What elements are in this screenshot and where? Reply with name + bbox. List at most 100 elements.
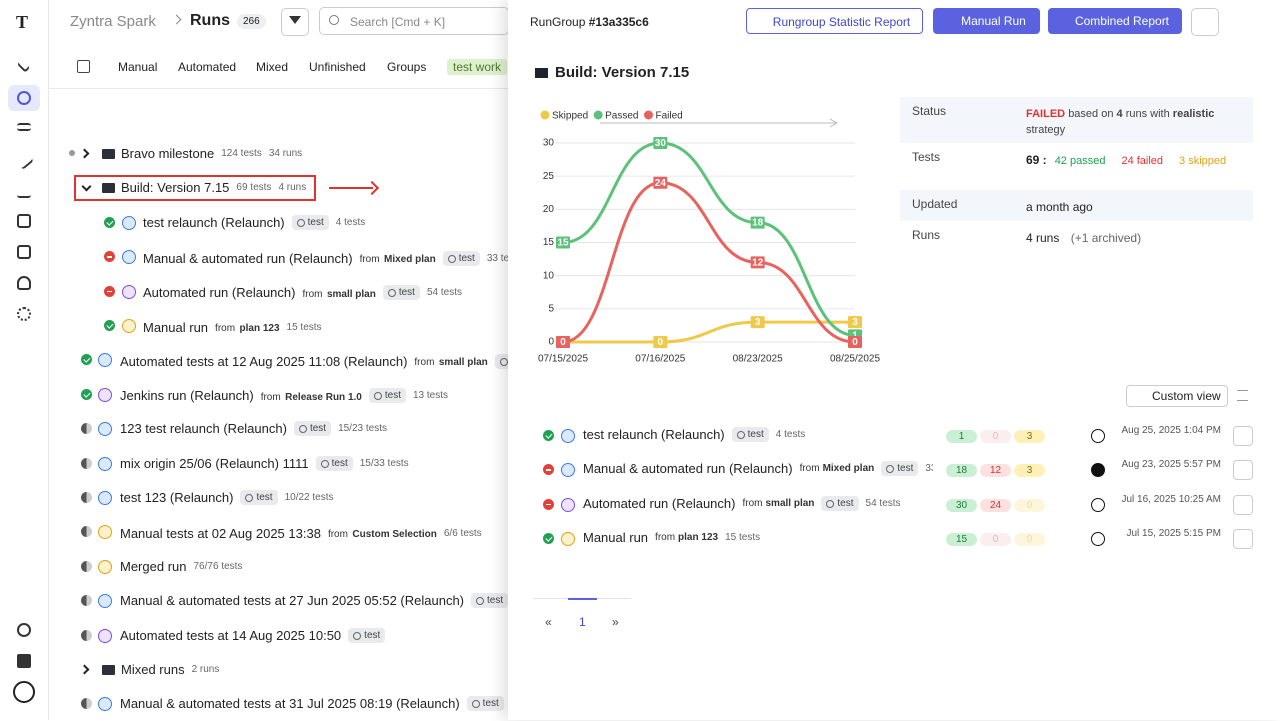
tree-row[interactable]: Manual run from plan 123 15 tests (49, 309, 508, 343)
tree-row[interactable]: test relaunch (Relaunch) test 4 tests (49, 206, 508, 240)
check (82, 356, 90, 363)
row-content: Build: Version 7.15 69 tests 4 runs (121, 180, 306, 195)
custom-view[interactable]: Custom view (1126, 385, 1228, 407)
chevron (79, 664, 90, 675)
pager-item[interactable]: 1 (579, 615, 586, 629)
tree-row[interactable]: Manual & automated tests at 27 Jun 2025 … (49, 584, 509, 618)
tree-row[interactable]: mix origin 25/06 (Relaunch) 1111 test 15/3… (49, 447, 508, 481)
nav-icon[interactable] (14, 150, 34, 170)
tree-row[interactable]: Automated run (Relaunch) from small plan t… (49, 275, 508, 309)
tab[interactable]: Mixed (256, 60, 289, 74)
count-pill: 3 (1014, 464, 1045, 478)
row-menu[interactable] (1233, 460, 1253, 481)
tree-row[interactable]: Automated tests at 14 Aug 2025 10:50 test (49, 619, 508, 653)
date: Jul 15, 2025 5:15 PM (1126, 527, 1221, 539)
nav-icon[interactable] (17, 623, 31, 637)
status-icon (81, 457, 92, 469)
tests: 15/23 tests (338, 423, 387, 435)
nav-icon[interactable] (17, 307, 31, 321)
close[interactable] (487, 10, 507, 30)
run-row[interactable]: Manual & automated run (Relaunch) from Mix… (583, 461, 933, 477)
avatar[interactable] (13, 681, 35, 703)
close-button[interactable] (1235, 14, 1249, 28)
folder-icon (102, 149, 115, 159)
run-row[interactable]: Manual run from plan 123 15 tests (583, 530, 933, 545)
tag: test (466, 696, 504, 712)
tag: test (382, 285, 420, 301)
legend-marker (540, 110, 550, 120)
run-name: Jenkins run (Relaunch) (120, 388, 254, 404)
run-name: Build: Version 7.15 (121, 180, 230, 196)
status-icon (81, 423, 92, 435)
type-icon (98, 491, 112, 505)
tree-row[interactable]: Merged run 76/76 tests (49, 550, 508, 584)
nav-icon[interactable] (17, 654, 31, 668)
row-menu[interactable] (1233, 426, 1253, 446)
nav-icon[interactable] (16, 59, 31, 73)
tag: test (368, 388, 406, 404)
run-name: Automated run (Relaunch) (583, 495, 736, 511)
chevron (79, 148, 90, 159)
tab[interactable]: Automated (178, 60, 237, 74)
tab[interactable]: Unfinished (309, 60, 366, 74)
tree-row[interactable]: Automated tests at 12 Aug 2025 11:08 (Re… (49, 343, 532, 377)
strategy: realistic (1172, 108, 1215, 120)
run-row[interactable]: Automated run (Relaunch) from small plan te… (583, 495, 933, 511)
tab[interactable]: Groups (387, 60, 427, 74)
tests: 124 tests (221, 148, 262, 159)
failed: 24 failed (1121, 155, 1164, 167)
data-label: 15 (557, 238, 569, 249)
settings-icon[interactable] (1237, 390, 1248, 401)
tests-value: 69 : 42 passed 24 failed 3 skipped (1026, 152, 1256, 169)
count-pill: 12 (980, 464, 1011, 478)
run-name: test 123 (Relaunch) (120, 490, 234, 505)
nav-icon[interactable] (17, 184, 31, 198)
tree-row[interactable]: Bravo milestone 124 tests 34 runs (49, 137, 508, 171)
arrow-line (329, 187, 373, 190)
y-tick-label: 20 (543, 204, 555, 215)
tests: 54 tests (865, 497, 901, 509)
pager-item[interactable]: « (545, 615, 552, 629)
nav-icon[interactable] (17, 123, 31, 131)
tree-row[interactable]: Manual tests at 02 Aug 2025 13:38 from Cu… (49, 515, 508, 549)
state: FAILED (1026, 108, 1066, 120)
tabs-icon[interactable] (77, 60, 90, 73)
y-tick-label: 30 (543, 138, 555, 149)
pager-item[interactable]: » (612, 615, 619, 629)
count-pill: 0 (1014, 532, 1045, 546)
tree-row[interactable]: Jenkins run (Relaunch) from Release Run 1… (49, 378, 508, 412)
tests: 15 tests (286, 321, 322, 333)
data-label: 30 (655, 138, 667, 149)
tree-row[interactable]: Build: Version 7.15 69 tests 4 runs (49, 171, 508, 205)
header-button[interactable]: Rungroup Statistic Report (746, 8, 923, 34)
row-menu[interactable] (1233, 494, 1253, 515)
tree-row[interactable]: test 123 (Relaunch) test 10/22 tests (49, 481, 508, 515)
filter-button[interactable] (281, 8, 309, 36)
tree-row[interactable]: Manual & automated tests at 31 Jul 2025 … (49, 687, 508, 721)
legend-label: Skipped (552, 111, 588, 122)
header-button[interactable]: Manual Run (933, 8, 1040, 34)
plan: Release Run 1.0 (285, 391, 362, 403)
type-icon (98, 559, 112, 574)
row-content: Manual & automated run (Relaunch) from Mi… (143, 249, 522, 267)
row-content: Merged run 76/76 tests (120, 559, 242, 574)
y-tick-label: 10 (543, 270, 555, 281)
more-button[interactable] (1191, 8, 1219, 36)
tree-row[interactable]: 123 test relaunch (Relaunch) test 15/23 te… (49, 412, 508, 446)
search[interactable]: Search [Cmd + K] (319, 7, 509, 35)
nav-icon[interactable] (17, 276, 31, 290)
nav-icon[interactable] (17, 91, 31, 105)
tree-row[interactable]: Manual & automated run (Relaunch) from Mi… (49, 240, 522, 274)
tree-row[interactable]: Mixed runs 2 runs (49, 653, 508, 687)
nav-icon[interactable] (17, 245, 31, 259)
row-menu[interactable] (1233, 528, 1253, 549)
nav-icon[interactable] (17, 214, 31, 228)
tab[interactable]: test work (447, 59, 508, 75)
run-row[interactable]: test relaunch (Relaunch) test 4 tests (583, 427, 933, 442)
type-icon (122, 284, 136, 299)
header-button[interactable]: Combined Report (1048, 8, 1182, 34)
arrow-head (364, 181, 380, 196)
tab[interactable]: Manual (118, 60, 158, 74)
from-word: from (215, 323, 236, 334)
x-tick-label: 08/25/2025 (830, 354, 880, 365)
